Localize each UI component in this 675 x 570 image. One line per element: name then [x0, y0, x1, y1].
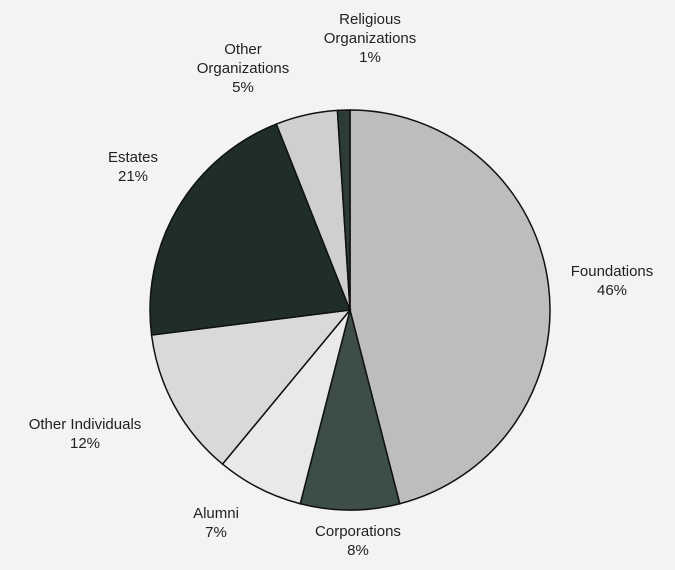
value-label: 8% — [347, 542, 369, 559]
pie-slice — [299, 309, 401, 511]
pie-slice — [336, 109, 351, 311]
value-label: 21% — [117, 168, 149, 185]
value-label: 12% — [69, 435, 101, 452]
value-label: 46% — [596, 282, 628, 299]
category-label: Foundations — [570, 263, 654, 280]
category-label: Other Individuals — [28, 416, 142, 433]
slice-label: Other Individuals 12% — [0, 415, 170, 453]
slice-label: Corporations 8% — [288, 522, 428, 560]
slice-label: Alumni 7% — [171, 504, 261, 542]
category-label: Corporations — [315, 523, 401, 540]
value-label: 5% — [232, 79, 254, 96]
value-label: 7% — [205, 524, 227, 541]
category-label: Religious Organizations — [323, 11, 417, 47]
value-label: 1% — [359, 49, 381, 66]
slice-label: Foundations 46% — [557, 262, 667, 300]
category-label: Other Organizations — [196, 41, 290, 77]
slice-label: Estates 21% — [88, 148, 178, 186]
pie-slice — [149, 123, 352, 336]
category-label: Alumni — [193, 505, 239, 522]
pie-slice — [150, 309, 352, 466]
slice-label: Other Organizations 5% — [188, 40, 298, 97]
pie-slice — [349, 109, 551, 505]
slice-label: Religious Organizations 1% — [305, 10, 435, 67]
category-label: Estates — [107, 149, 159, 166]
